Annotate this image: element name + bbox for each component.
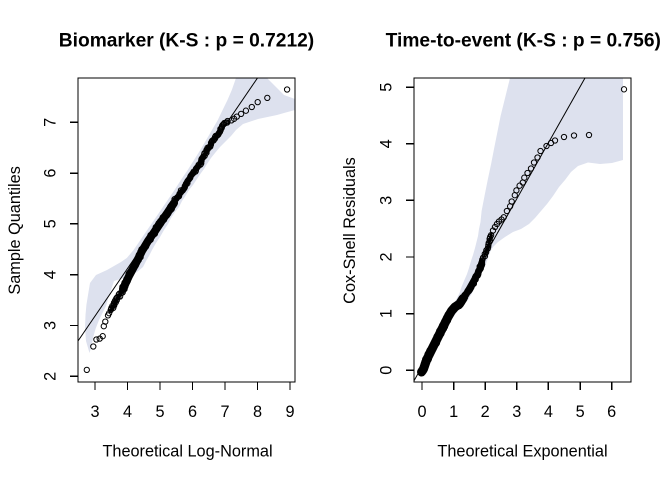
svg-text:0: 0 <box>417 403 426 421</box>
svg-text:2: 2 <box>42 372 60 381</box>
svg-text:3: 3 <box>512 403 521 421</box>
svg-text:7: 7 <box>220 403 229 421</box>
svg-text:Theoretical Exponential: Theoretical Exponential <box>437 442 607 460</box>
svg-text:Sample Quantiles: Sample Quantiles <box>6 166 24 295</box>
svg-text:1: 1 <box>449 403 458 421</box>
svg-text:5: 5 <box>576 403 585 421</box>
svg-text:Time-to-event (K-S : p = 0.756: Time-to-event (K-S : p = 0.756) <box>386 30 661 51</box>
svg-text:4: 4 <box>42 270 60 279</box>
svg-text:2: 2 <box>481 403 490 421</box>
svg-text:3: 3 <box>42 321 60 330</box>
svg-text:0: 0 <box>378 366 396 375</box>
svg-text:7: 7 <box>42 118 60 127</box>
svg-text:6: 6 <box>607 403 616 421</box>
svg-text:9: 9 <box>285 403 294 421</box>
svg-text:8: 8 <box>253 403 262 421</box>
svg-text:6: 6 <box>42 169 60 178</box>
svg-text:4: 4 <box>123 403 132 421</box>
svg-text:6: 6 <box>188 403 197 421</box>
svg-text:5: 5 <box>42 219 60 228</box>
svg-text:5: 5 <box>155 403 164 421</box>
svg-text:4: 4 <box>378 139 396 148</box>
svg-text:4: 4 <box>544 403 553 421</box>
svg-text:Theoretical Log-Normal: Theoretical Log-Normal <box>102 442 272 460</box>
svg-text:1: 1 <box>378 309 396 318</box>
svg-text:Biomarker (K-S : p = 0.7212): Biomarker (K-S : p = 0.7212) <box>59 30 314 51</box>
svg-text:5: 5 <box>378 83 396 92</box>
svg-text:3: 3 <box>90 403 99 421</box>
svg-text:3: 3 <box>378 196 396 205</box>
svg-text:Cox-Snell Residuals: Cox-Snell Residuals <box>341 157 359 304</box>
svg-text:2: 2 <box>378 252 396 261</box>
